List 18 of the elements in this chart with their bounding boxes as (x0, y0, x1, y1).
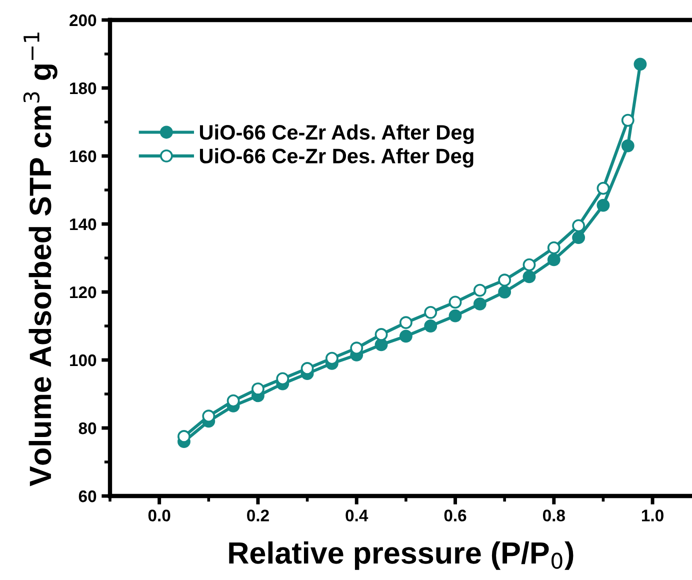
y-tick-label: 80 (78, 422, 96, 434)
x-tick-label: 1.0 (642, 510, 664, 522)
y-tick-label: 60 (78, 490, 96, 502)
x-tick-label: 0.0 (148, 510, 170, 522)
x-tick-label: 0.2 (247, 510, 269, 522)
y-tick-label: 100 (70, 354, 96, 366)
y-axis-title: Volume Adsorbed STP cm$^{3}$ g$^{−1}$ (23, 32, 58, 486)
x-tick-label: 0.4 (346, 510, 368, 522)
legend-label: UiO-66 Ce-Zr Ads. After Deg (200, 124, 474, 144)
y-tick-label: 120 (70, 286, 96, 298)
y-tick-label: 180 (70, 82, 96, 94)
x-axis-title: Relative pressure (P/P$_{0}$) (229, 541, 574, 570)
y-tick-label: 200 (70, 14, 96, 26)
legend-label: UiO-66 Ce-Zr Des. After Deg (200, 148, 474, 168)
y-tick-label: 160 (70, 150, 96, 162)
x-tick-label: 0.6 (444, 510, 466, 522)
x-tick-label: 0.8 (542, 510, 565, 522)
y-tick-label: 140 (70, 218, 96, 230)
